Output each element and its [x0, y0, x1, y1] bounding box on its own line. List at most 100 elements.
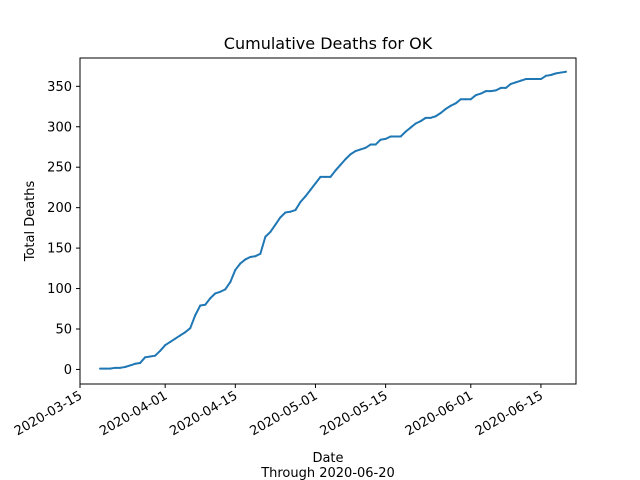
- data-point: 2020-05-18: 288: [399, 135, 402, 138]
- data-point: 2020-04-20: 143: [259, 252, 262, 255]
- data-point: 2020-06-08: 348: [504, 86, 507, 89]
- data-point: 2020-06-05: 344: [489, 90, 492, 93]
- y-axis-label: Total Deaths: [23, 180, 38, 262]
- data-point: 2020-05-14: 284: [379, 138, 382, 141]
- data-point: 2020-04-24: 188: [279, 216, 282, 219]
- data-point: 2020-03-30: 17: [154, 354, 157, 357]
- data-point: 2020-04-27: 197: [294, 209, 297, 212]
- data-point: 2020-06-02: 339: [474, 94, 477, 97]
- y-tick-label: 200: [47, 201, 72, 216]
- data-point: 2020-05-21: 304: [414, 122, 417, 125]
- data-point: 2020-05-11: 274: [364, 146, 367, 149]
- data-point: 2020-04-26: 195: [289, 210, 292, 213]
- data-point: 2020-04-05: 46: [184, 331, 187, 334]
- data-point: 2020-04-04: 42: [179, 334, 182, 337]
- y-tick-label: 150: [47, 242, 72, 257]
- data-point: 2020-03-31: 23: [159, 349, 162, 352]
- data-point: 2020-03-27: 8: [139, 361, 142, 364]
- data-point: 2020-05-01: 230: [314, 182, 317, 185]
- data-point: 2020-05-28: 326: [449, 104, 452, 107]
- data-point: 2020-05-08: 266: [349, 153, 352, 156]
- y-tick-label: 350: [47, 80, 72, 95]
- data-point: 2020-06-17: 364: [549, 73, 552, 76]
- data-point: 2020-06-15: 359: [539, 78, 542, 81]
- data-point: 2020-03-29: 16: [149, 355, 152, 358]
- y-tick-label: 300: [47, 120, 72, 135]
- data-point: 2020-05-20: 299: [409, 126, 412, 129]
- data-point: 2020-04-28: 207: [299, 200, 302, 203]
- data-point: 2020-04-10: 88: [209, 297, 212, 300]
- data-point: 2020-06-20: 368: [564, 70, 567, 73]
- data-point: 2020-05-26: 317: [439, 112, 442, 115]
- data-point: 2020-05-23: 311: [424, 116, 427, 119]
- data-point: 2020-05-29: 329: [454, 102, 457, 105]
- data-point: 2020-04-12: 96: [219, 290, 222, 293]
- y-tick-label: 100: [47, 282, 72, 297]
- data-point: 2020-04-11: 94: [214, 292, 217, 295]
- data-point: 2020-06-10: 355: [514, 81, 517, 84]
- data-point: 2020-05-10: 272: [359, 148, 362, 151]
- data-point: 2020-05-22: 307: [419, 120, 422, 123]
- data-point: 2020-06-07: 348: [499, 86, 502, 89]
- data-point: 2020-04-09: 80: [204, 303, 207, 306]
- data-point: 2020-05-03: 238: [324, 175, 327, 178]
- data-point: 2020-06-12: 359: [524, 78, 527, 81]
- data-point: 2020-05-17: 288: [394, 135, 397, 138]
- data-point: 2020-03-21: 1: [109, 367, 112, 370]
- data-point: 2020-06-01: 334: [469, 98, 472, 101]
- data-point: 2020-06-11: 357: [519, 79, 522, 82]
- data-point: 2020-03-22: 2: [114, 366, 117, 369]
- data-point: 2020-05-19: 294: [404, 130, 407, 133]
- data-point: 2020-06-16: 363: [544, 74, 547, 77]
- plot-area: [80, 58, 576, 384]
- data-point: 2020-03-23: 2: [119, 366, 122, 369]
- y-axis: 0 50 100 150 200 250 300 350: [47, 80, 80, 378]
- data-point: 2020-04-30: 222: [309, 188, 312, 191]
- data-point: 2020-05-30: 334: [459, 98, 462, 101]
- data-point: 2020-06-13: 359: [529, 78, 532, 81]
- data-point: 2020-03-26: 7: [134, 362, 137, 365]
- data-point: 2020-05-07: 260: [344, 158, 347, 161]
- data-point: 2020-05-15: 285: [384, 137, 387, 140]
- data-point: 2020-04-01: 30: [164, 344, 167, 347]
- data-point: 2020-04-22: 170: [269, 230, 272, 233]
- data-point: 2020-06-06: 345: [494, 89, 497, 92]
- x-axis-sublabel: Through 2020-06-20: [260, 466, 395, 480]
- data-point: 2020-05-02: 238: [319, 175, 322, 178]
- data-point: 2020-03-28: 15: [144, 356, 147, 359]
- data-point: 2020-04-23: 179: [274, 223, 277, 226]
- data-point: 2020-05-06: 253: [339, 163, 342, 166]
- data-point: 2020-04-02: 34: [169, 340, 172, 343]
- data-point: 2020-04-14: 108: [229, 281, 232, 284]
- data-point: 2020-06-04: 344: [484, 90, 487, 93]
- data-point: 2020-05-25: 313: [434, 115, 437, 118]
- data-point: 2020-05-05: 246: [334, 169, 337, 172]
- data-point: 2020-06-18: 366: [554, 72, 557, 75]
- data-point: 2020-05-12: 278: [369, 143, 372, 146]
- chart-title: Cumulative Deaths for OK: [224, 34, 433, 53]
- data-point: 2020-04-06: 51: [189, 327, 192, 330]
- data-point: 2020-05-09: 270: [354, 150, 357, 153]
- y-tick-label: 250: [47, 161, 72, 176]
- data-point: 2020-03-25: 5: [129, 364, 132, 367]
- data-point: 2020-04-19: 140: [254, 255, 257, 258]
- data-point: 2020-04-15: 123: [234, 268, 237, 271]
- data-point: 2020-05-13: 278: [374, 143, 377, 146]
- data-point: 2020-04-13: 99: [224, 288, 227, 291]
- data-point: 2020-04-17: 136: [244, 258, 247, 261]
- data-point: 2020-04-16: 131: [239, 262, 242, 265]
- data-point: 2020-06-19: 367: [559, 71, 562, 74]
- y-tick-label: 50: [55, 322, 72, 337]
- data-point: 2020-05-27: 322: [444, 107, 447, 110]
- data-point: 2020-05-24: 311: [429, 116, 432, 119]
- plot-frame: [79, 57, 577, 385]
- data-point: 2020-03-19: 1: [99, 367, 102, 370]
- data-point: 2020-05-04: 238: [329, 175, 332, 178]
- data-point: 2020-03-24: 3: [124, 366, 127, 369]
- data-point: 2020-05-31: 334: [464, 98, 467, 101]
- data-point: 2020-06-03: 341: [479, 92, 482, 95]
- data-point: 2020-05-16: 288: [389, 135, 392, 138]
- data-point: 2020-04-03: 38: [174, 337, 177, 340]
